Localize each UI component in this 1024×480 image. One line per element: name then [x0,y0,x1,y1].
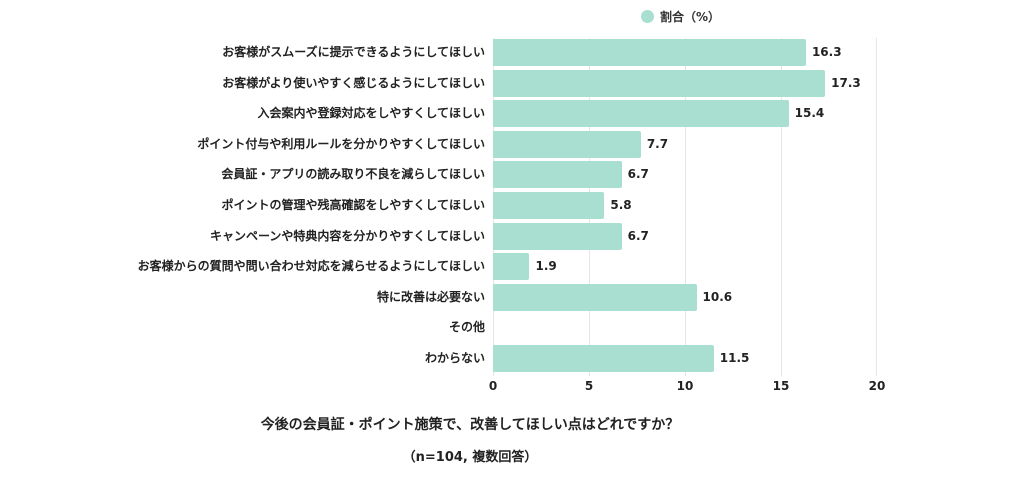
bar-value-label: 16.3 [811,45,842,59]
category-label: 会員証・アプリの読み取り不良を減らしてほしい [221,167,485,182]
bar [493,69,826,97]
category-label: 入会案内や登録対応をしやすくしてほしい [257,106,485,121]
gridline [876,38,877,376]
x-tick: 20 [868,379,886,393]
bar [493,192,605,219]
legend: 割合（%） [641,8,720,24]
bar [493,222,622,250]
bar-value-label: 11.5 [719,351,750,365]
x-tick: 0 [488,379,498,393]
chart-subtitle: （n=104, 複数回答） [402,450,538,465]
category-label: わからない [424,351,485,365]
category-label: 特に改善は必要ない [376,289,485,304]
bar [493,39,806,66]
category-label: お客様からの質問や問い合わせ対応を減らせるようにしてほしい [137,259,485,274]
x-tick: 15 [772,379,790,393]
gridline [781,38,782,376]
category-label: キャンペーンや特典内容を分かりやすくしてほしい [209,228,485,243]
bar-value-label: 6.7 [627,228,649,243]
category-label: ポイント付与や利用ルールを分かりやすくしてほしい [197,136,485,151]
bar [493,100,789,128]
bar-value-label: 17.3 [831,75,861,90]
bar [493,283,697,311]
category-label: お客様がスムーズに提示できるようにしてほしい [222,45,485,59]
category-label: お客様がより使いやすく感じるようにしてほしい [222,75,485,90]
bar-value-label: 6.7 [627,167,649,182]
plot-area: 16.3 17.3 15.4 7.7 6.7 5.8 6.7 1.9 10.6 11.5 [493,38,877,376]
bar [493,161,622,189]
bar-value-label: 1.9 [535,259,557,274]
category-label: ポイントの管理や残高確認をしやすくしてほしい [221,198,485,212]
legend-swatch-icon [641,9,654,23]
x-tick: 10 [676,379,694,393]
category-label: その他 [448,320,485,335]
bar [493,130,641,158]
bar [493,345,714,372]
gridline [685,38,686,376]
bar-value-label: 10.6 [702,289,733,304]
x-tick: 5 [584,379,594,393]
bar [493,253,530,281]
bar-value-label: 7.7 [646,136,669,151]
chart-title: 今後の会員証・ポイント施策で、改善してほしい点はどれですか？ [260,417,680,433]
legend-label: 割合（%） [660,9,721,24]
bar-value-label: 15.4 [794,106,825,121]
bar-value-label: 5.8 [610,198,632,212]
